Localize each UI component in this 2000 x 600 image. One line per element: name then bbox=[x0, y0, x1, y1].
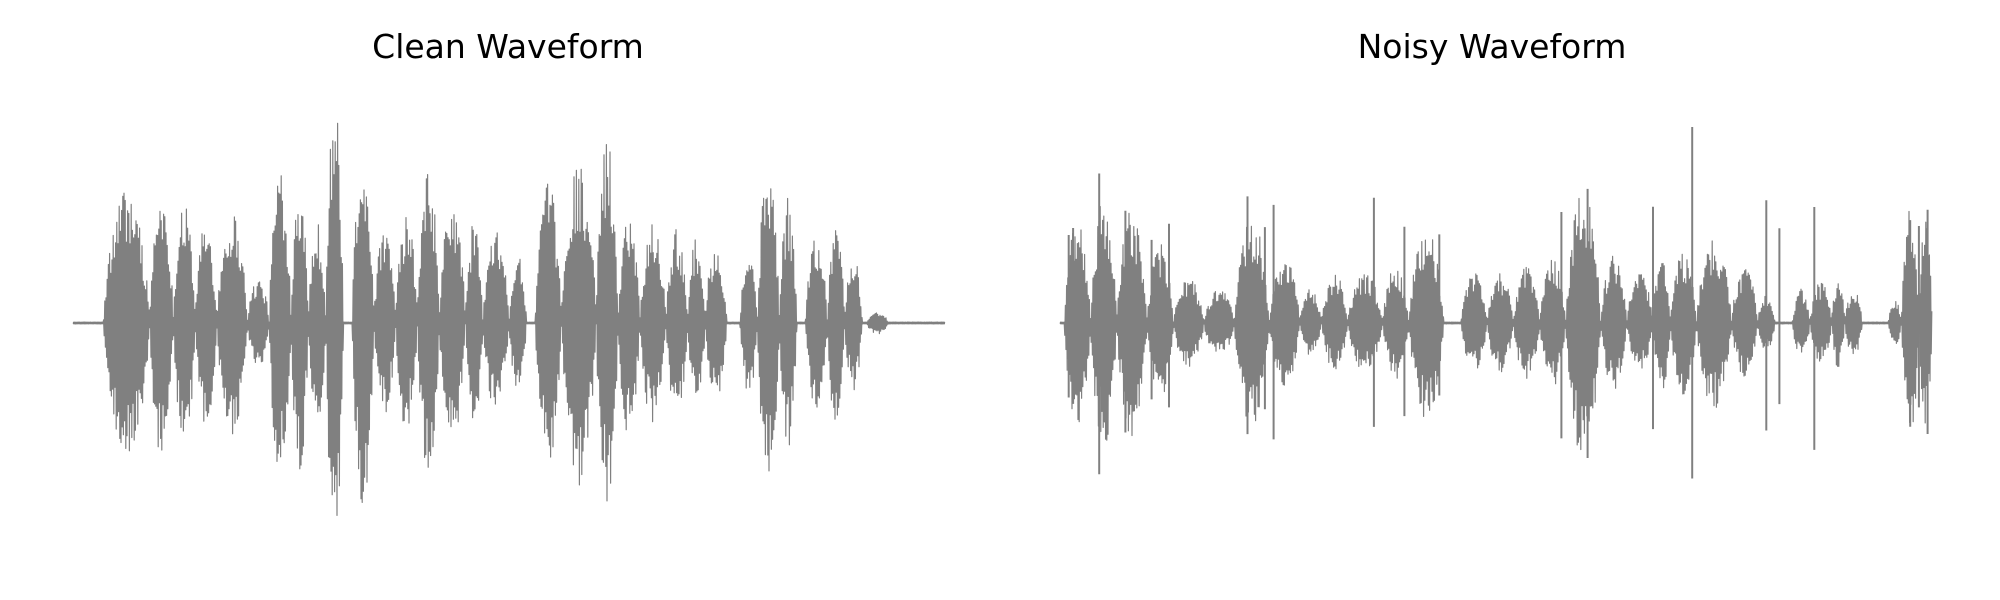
clean-waveform-title: Clean Waveform bbox=[372, 27, 644, 66]
noisy-waveform-panel: Noisy Waveform bbox=[1059, 27, 1933, 479]
clean-waveform-panel: Clean Waveform bbox=[72, 27, 946, 517]
noisy-waveform-plot bbox=[1059, 127, 1933, 479]
waveform-line bbox=[72, 122, 946, 517]
clean-waveform-plot bbox=[72, 122, 946, 517]
noisy-waveform-title: Noisy Waveform bbox=[1358, 27, 1627, 66]
